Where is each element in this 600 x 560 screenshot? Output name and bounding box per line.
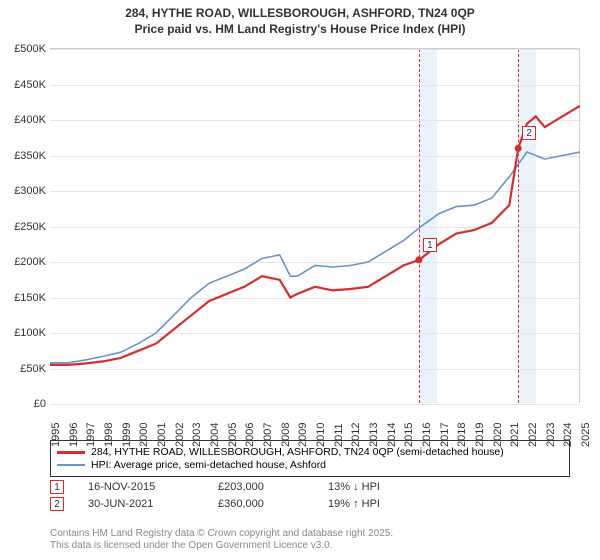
y-axis-label: £50K — [4, 363, 46, 375]
transaction-marker-1: 1 — [50, 480, 64, 494]
transactions-table: 1 16-NOV-2015 £203,000 13% ↓ HPI 2 30-JU… — [50, 480, 428, 514]
transaction-date: 16-NOV-2015 — [88, 481, 218, 493]
chart-transaction-marker: 2 — [522, 126, 536, 140]
y-axis-label: £300K — [4, 185, 46, 197]
transaction-diff: 19% ↑ HPI — [328, 498, 428, 510]
legend-swatch-2 — [57, 464, 85, 467]
y-axis-label: £100K — [4, 327, 46, 339]
price-paid-line — [50, 106, 580, 365]
y-axis-label: £400K — [4, 114, 46, 126]
chart-area: £0£50K£100K£150K£200K£250K£300K£350K£400… — [50, 48, 580, 403]
y-axis-label: £150K — [4, 292, 46, 304]
attribution-line-2: This data is licensed under the Open Gov… — [50, 540, 393, 552]
y-axis-label: £0 — [4, 398, 46, 410]
chart-transaction-marker: 1 — [423, 238, 437, 252]
y-axis-label: £200K — [4, 256, 46, 268]
transaction-date: 30-JUN-2021 — [88, 498, 218, 510]
legend-box: 284, HYTHE ROAD, WILLESBOROUGH, ASHFORD,… — [50, 440, 570, 477]
title-line-1: 284, HYTHE ROAD, WILLESBOROUGH, ASHFORD,… — [10, 6, 590, 22]
transaction-price: £360,000 — [218, 498, 328, 510]
transaction-price: £203,000 — [218, 481, 328, 493]
y-axis-label: £450K — [4, 79, 46, 91]
transaction-marker-2: 2 — [50, 497, 64, 511]
legend-item-price-paid: 284, HYTHE ROAD, WILLESBOROUGH, ASHFORD,… — [57, 446, 563, 458]
attribution-line-1: Contains HM Land Registry data © Crown c… — [50, 528, 393, 540]
table-row: 1 16-NOV-2015 £203,000 13% ↓ HPI — [50, 480, 428, 494]
x-axis-labels: 1995199619971998199920002001200220032004… — [50, 405, 580, 435]
table-row: 2 30-JUN-2021 £360,000 19% ↑ HPI — [50, 497, 428, 511]
title-line-2: Price paid vs. HM Land Registry's House … — [10, 22, 590, 38]
transaction-diff: 13% ↓ HPI — [328, 481, 428, 493]
legend-swatch-1 — [57, 451, 85, 454]
legend-item-hpi: HPI: Average price, semi-detached house,… — [57, 459, 563, 471]
line-plot — [50, 49, 580, 404]
y-axis-label: £350K — [4, 150, 46, 162]
legend-label-2: HPI: Average price, semi-detached house,… — [91, 459, 326, 471]
attribution-text: Contains HM Land Registry data © Crown c… — [50, 528, 393, 552]
y-axis-label: £250K — [4, 221, 46, 233]
hpi-line — [50, 152, 580, 363]
legend-label-1: 284, HYTHE ROAD, WILLESBOROUGH, ASHFORD,… — [91, 446, 504, 458]
chart-title-block: 284, HYTHE ROAD, WILLESBOROUGH, ASHFORD,… — [0, 0, 600, 41]
transaction-dot — [515, 145, 522, 152]
y-axis-label: £500K — [4, 43, 46, 55]
x-axis-label: 2025 — [580, 423, 592, 447]
transaction-dot — [415, 256, 422, 263]
